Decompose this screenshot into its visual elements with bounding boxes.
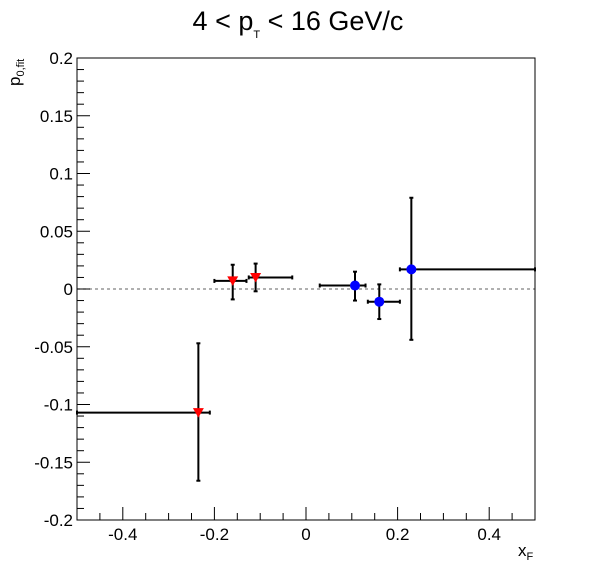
y-tick-label: 0.2 xyxy=(49,49,73,68)
x-tick-label: 0.2 xyxy=(386,525,410,544)
x-tick-label: -0.4 xyxy=(108,525,137,544)
data-point xyxy=(366,283,401,321)
chart-title: 4 < pT < 16 GeV/c xyxy=(193,6,404,41)
circle-marker xyxy=(374,296,385,307)
y-tick-label: 0.1 xyxy=(49,165,73,184)
y-tick-label: -0.2 xyxy=(44,511,73,530)
data-point xyxy=(247,262,294,293)
y-tick-label: 0 xyxy=(64,280,73,299)
data-point xyxy=(318,270,367,302)
data-points xyxy=(76,196,536,482)
triangle-down-marker xyxy=(250,272,262,283)
y-tick-label: -0.15 xyxy=(34,453,73,472)
y-tick-label: -0.1 xyxy=(44,396,73,415)
y-tick-label: 0.05 xyxy=(40,222,73,241)
x-tick-label: 0 xyxy=(301,525,310,544)
y-axis-title: p0,fit xyxy=(5,59,27,86)
triangle-down-marker xyxy=(192,408,204,418)
data-point xyxy=(398,196,536,341)
circle-marker xyxy=(350,280,361,291)
data-point xyxy=(213,263,248,301)
y-tick-label: 0.15 xyxy=(40,107,73,126)
x-tick-label: -0.2 xyxy=(200,525,229,544)
x-axis-title: xF xyxy=(518,541,534,563)
axis-ticks: -0.4 -0.2 0 0.2 0.4 -0.2 -0.15 -0.1 -0.05 0 0.05 0.… xyxy=(34,49,536,544)
data-point xyxy=(76,342,211,482)
triangle-down-marker xyxy=(227,276,239,286)
x-tick-label: 0.4 xyxy=(477,525,501,544)
y-tick-label: -0.05 xyxy=(34,338,73,357)
circle-marker xyxy=(406,264,417,275)
